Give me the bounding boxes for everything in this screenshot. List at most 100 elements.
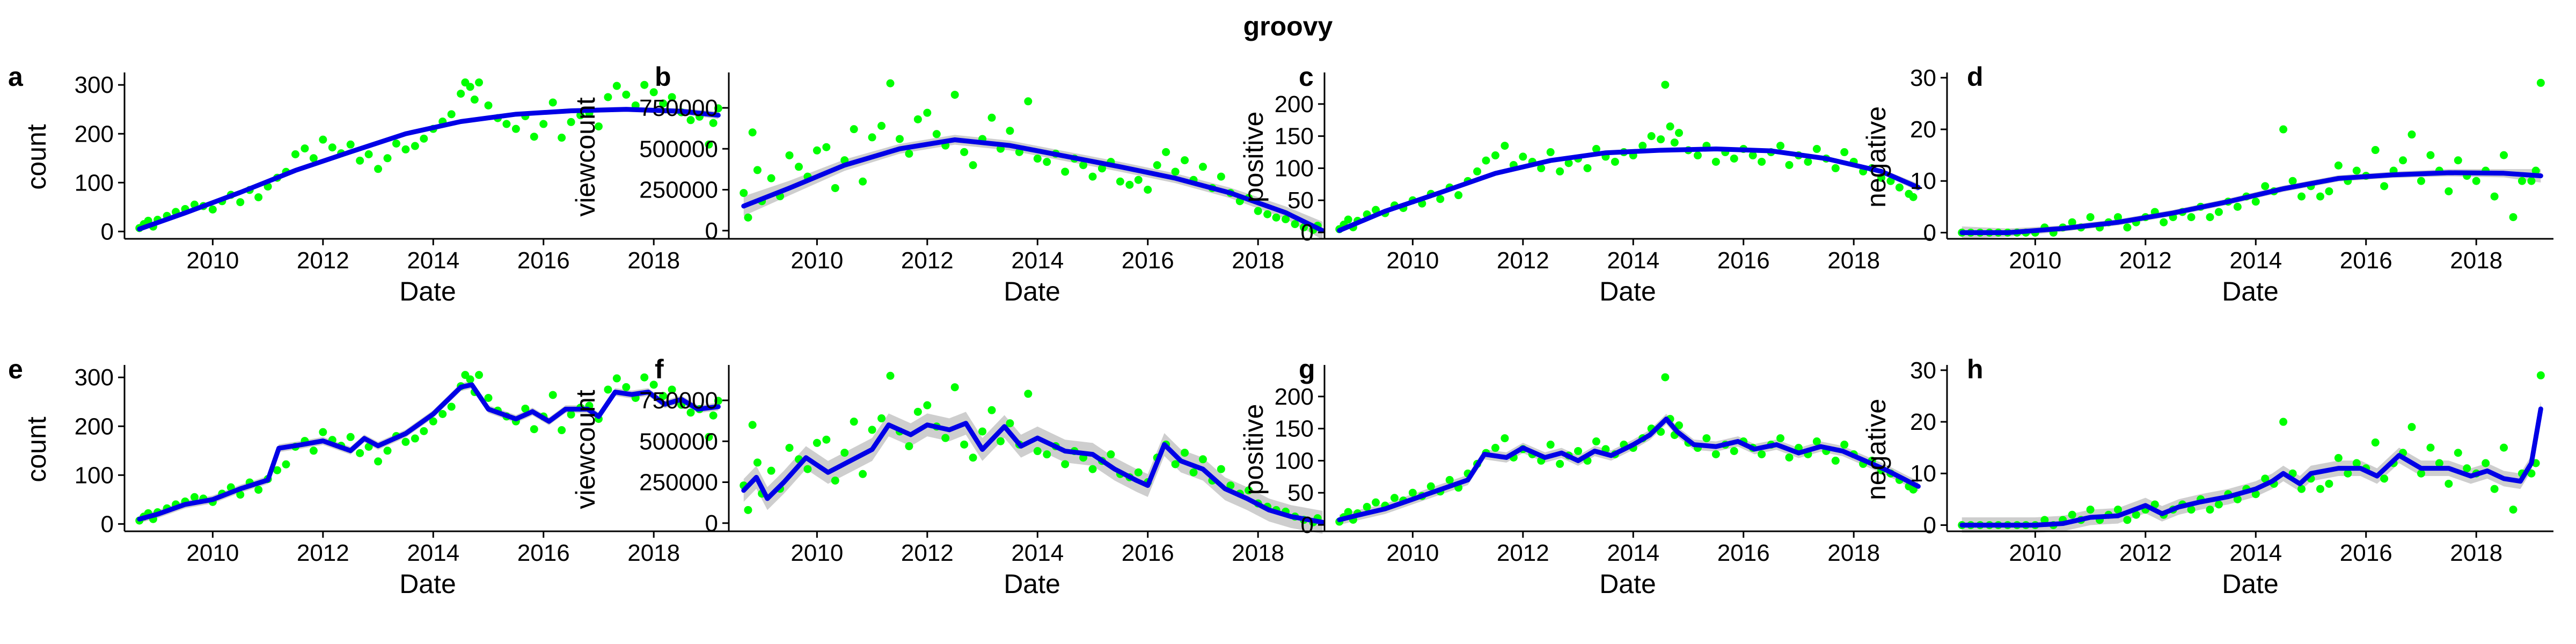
data-point: [2113, 506, 2122, 514]
data-point: [2445, 187, 2453, 195]
data-point: [576, 111, 585, 120]
data-point: [1245, 486, 1253, 495]
data-point: [2435, 459, 2443, 467]
data-point: [2500, 151, 2508, 159]
y-axis-title: viewcount: [570, 97, 601, 216]
data-point: [1831, 164, 1840, 172]
data-point: [447, 110, 456, 119]
data-point: [521, 404, 530, 413]
data-point: [604, 385, 612, 394]
data-point: [319, 135, 327, 144]
data-point: [1592, 145, 1600, 153]
data-point: [686, 408, 695, 417]
data-point: [401, 145, 410, 153]
y-tick-label: 150: [1275, 416, 1314, 442]
data-point: [1886, 177, 1895, 185]
x-tick-label: 2014: [2229, 247, 2282, 274]
x-tick-label: 2016: [1122, 540, 1174, 566]
data-point: [748, 421, 757, 429]
data-point: [1556, 167, 1564, 175]
data-point: [2123, 223, 2132, 232]
x-tick-label: 2014: [407, 247, 459, 274]
x-tick-label: 2010: [1386, 540, 1439, 566]
x-tick-label: 2018: [2450, 540, 2502, 566]
smooth-line: [741, 137, 1325, 233]
data-point: [2352, 459, 2361, 467]
x-tick-label: 2012: [901, 247, 954, 274]
data-point: [374, 165, 383, 173]
data-point: [1189, 468, 1198, 477]
confidence-band: [1339, 414, 1919, 525]
data-point: [1776, 434, 1785, 443]
panel-h: h 2010 2012 2014 2016 2018 0 10 20 30 Date negative: [1861, 354, 2553, 599]
y-tick-label: 0: [1301, 219, 1314, 246]
data-point: [2371, 146, 2380, 155]
y-tick-label: 500000: [639, 428, 718, 455]
data-point: [960, 440, 969, 449]
data-point: [1501, 434, 1509, 443]
data-point: [1831, 456, 1840, 465]
x-tick-label: 2010: [791, 540, 843, 566]
data-point: [594, 122, 603, 131]
data-point: [401, 437, 410, 446]
data-point: [356, 449, 364, 457]
data-point: [392, 139, 400, 148]
data-point: [2325, 187, 2333, 195]
data-point: [1006, 127, 1014, 135]
data-point: [668, 385, 676, 394]
y-tick-label: 200: [75, 413, 114, 440]
data-point: [346, 433, 355, 441]
data-point: [622, 90, 631, 99]
x-axis-title: Date: [2222, 569, 2279, 599]
data-point: [2407, 423, 2416, 431]
x-tick-label: 2018: [1827, 247, 1880, 274]
data-point: [1226, 481, 1235, 490]
data-point: [1272, 213, 1280, 222]
data-point: [714, 397, 722, 405]
data-point: [539, 120, 548, 128]
x-tick-label: 2014: [1607, 540, 1659, 566]
data-point: [2187, 506, 2196, 514]
data-point: [2233, 495, 2242, 503]
data-point: [1730, 154, 1738, 163]
y-tick-label: 250000: [639, 177, 718, 203]
data-point: [567, 118, 575, 126]
data-point: [1134, 468, 1143, 477]
data-point: [1675, 129, 1684, 137]
data-point: [1408, 488, 1417, 497]
data-point: [2380, 182, 2389, 191]
data-point: [2261, 182, 2270, 191]
data-point: [309, 154, 318, 163]
y-tick-label: 0: [705, 510, 718, 537]
data-point: [659, 99, 668, 108]
data-point: [208, 205, 217, 214]
data-point: [686, 116, 695, 125]
data-point: [1804, 157, 1812, 166]
data-point: [2490, 485, 2499, 493]
data-point: [813, 438, 821, 447]
y-tick-label: 0: [101, 218, 114, 245]
data-point: [438, 409, 447, 418]
data-point: [2445, 479, 2453, 488]
data-point: [2068, 218, 2076, 226]
data-point: [420, 427, 428, 435]
data-point: [2426, 443, 2435, 452]
data-point: [649, 380, 658, 389]
data-point: [868, 133, 876, 142]
x-tick-label: 2012: [901, 540, 954, 566]
data-point: [1043, 158, 1051, 166]
y-tick-label: 50: [1287, 187, 1314, 214]
data-point: [612, 374, 621, 383]
data-point: [1363, 503, 1371, 511]
x-tick-label: 2010: [2009, 247, 2061, 274]
data-point: [987, 113, 996, 122]
data-point: [1491, 444, 1499, 452]
data-point: [2334, 161, 2343, 170]
data-point: [859, 470, 867, 478]
x-tick-label: 2018: [2450, 247, 2502, 274]
y-tick-label: 0: [705, 218, 718, 244]
data-point: [2407, 130, 2416, 139]
data-point: [604, 93, 612, 101]
x-tick-label: 2016: [517, 540, 570, 566]
